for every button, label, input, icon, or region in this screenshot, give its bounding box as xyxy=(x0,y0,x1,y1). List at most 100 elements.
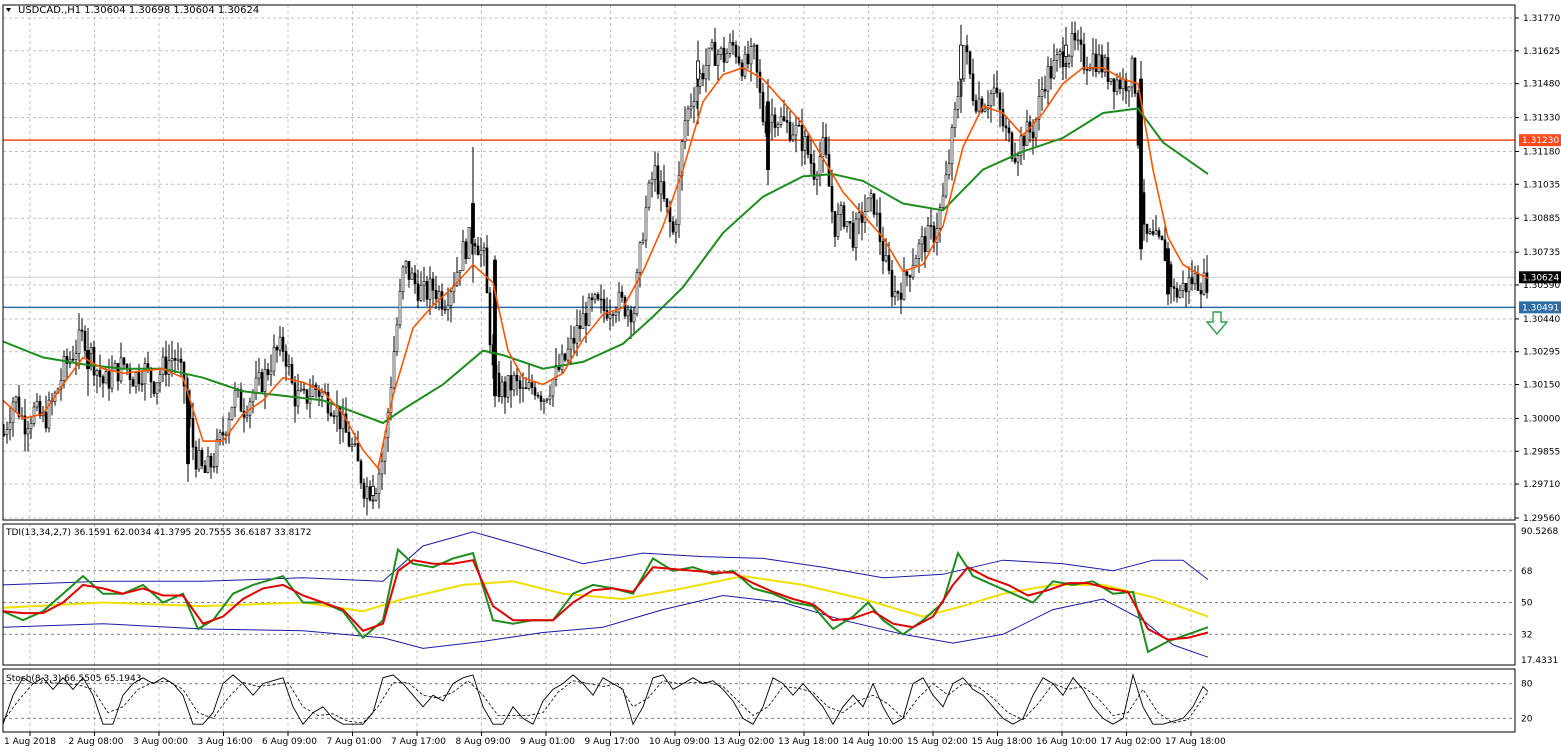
candle[interactable] xyxy=(1205,272,1209,293)
candle[interactable] xyxy=(437,291,441,300)
candle[interactable] xyxy=(854,218,858,248)
candle[interactable] xyxy=(77,329,81,354)
candle[interactable] xyxy=(215,438,219,467)
candle[interactable] xyxy=(80,329,84,332)
candle[interactable] xyxy=(941,195,945,208)
candle[interactable] xyxy=(299,388,303,392)
candle[interactable] xyxy=(815,175,819,180)
candle[interactable] xyxy=(245,414,249,418)
candle[interactable] xyxy=(779,116,783,125)
candle[interactable] xyxy=(479,249,483,256)
candle[interactable] xyxy=(689,105,693,110)
candle[interactable] xyxy=(518,380,522,390)
candle[interactable] xyxy=(71,358,75,361)
candle[interactable] xyxy=(170,358,174,362)
candle[interactable] xyxy=(551,378,555,397)
stoch-signal-line[interactable] xyxy=(2,680,1209,724)
candle[interactable] xyxy=(1058,51,1062,56)
candle[interactable] xyxy=(464,241,468,259)
candle[interactable] xyxy=(467,227,471,259)
candle[interactable] xyxy=(761,92,765,122)
candle[interactable] xyxy=(404,260,408,268)
candle[interactable] xyxy=(353,443,357,445)
candle[interactable] xyxy=(155,382,159,394)
candle[interactable] xyxy=(269,370,273,376)
candle[interactable] xyxy=(524,387,528,389)
candle[interactable] xyxy=(293,382,297,407)
candle[interactable] xyxy=(878,212,882,242)
candle[interactable] xyxy=(197,450,201,470)
candle[interactable] xyxy=(629,309,633,323)
candle[interactable] xyxy=(401,266,405,292)
candle[interactable] xyxy=(122,357,126,365)
candle[interactable] xyxy=(179,358,183,363)
candle[interactable] xyxy=(581,313,585,329)
candle[interactable] xyxy=(662,181,666,200)
candle[interactable] xyxy=(698,73,702,87)
stoch-main-line[interactable] xyxy=(2,673,1209,726)
candle[interactable] xyxy=(320,391,324,397)
candle[interactable] xyxy=(956,95,960,110)
candle[interactable] xyxy=(1073,33,1077,41)
candle[interactable] xyxy=(1121,79,1125,89)
candle[interactable] xyxy=(1031,131,1035,139)
candle[interactable] xyxy=(647,182,651,208)
candle[interactable] xyxy=(443,308,447,311)
candle[interactable] xyxy=(830,185,834,212)
candle[interactable] xyxy=(89,347,93,354)
candle[interactable] xyxy=(1112,78,1116,92)
candle[interactable] xyxy=(839,205,843,215)
candle[interactable] xyxy=(887,255,891,271)
candle[interactable] xyxy=(107,371,111,389)
candle[interactable] xyxy=(200,450,204,466)
candle[interactable] xyxy=(1157,230,1161,237)
candle[interactable] xyxy=(173,358,177,361)
candle[interactable] xyxy=(493,259,497,397)
candle[interactable] xyxy=(1151,231,1155,235)
candle[interactable] xyxy=(1037,96,1041,120)
candle[interactable] xyxy=(917,243,921,259)
candle[interactable] xyxy=(734,44,738,58)
candle[interactable] xyxy=(74,353,78,360)
candle[interactable] xyxy=(413,272,417,285)
candle[interactable] xyxy=(110,370,114,389)
candle[interactable] xyxy=(278,336,282,351)
candle[interactable] xyxy=(38,400,42,417)
candle[interactable] xyxy=(92,347,96,376)
candle[interactable] xyxy=(971,73,975,101)
candle[interactable] xyxy=(1187,277,1191,293)
ma-fast-line[interactable] xyxy=(2,66,1209,470)
candle[interactable] xyxy=(1115,79,1119,92)
candle[interactable] xyxy=(608,314,612,319)
candle[interactable] xyxy=(476,245,480,256)
candle[interactable] xyxy=(749,46,753,65)
candle[interactable] xyxy=(230,406,234,420)
candle[interactable] xyxy=(284,351,288,367)
candle[interactable] xyxy=(824,137,828,155)
candle[interactable] xyxy=(5,429,9,435)
candle[interactable] xyxy=(1145,223,1149,234)
tdi-lower-band[interactable] xyxy=(2,594,1209,658)
candle[interactable] xyxy=(167,360,171,375)
candle[interactable] xyxy=(281,336,285,352)
candle[interactable] xyxy=(194,446,198,470)
candle[interactable] xyxy=(965,45,969,53)
candle[interactable] xyxy=(186,390,190,465)
candle[interactable] xyxy=(410,272,414,280)
candle[interactable] xyxy=(290,364,294,384)
candle[interactable] xyxy=(362,482,366,499)
candle[interactable] xyxy=(14,396,18,403)
candle[interactable] xyxy=(614,311,618,316)
candle[interactable] xyxy=(545,398,549,401)
candle[interactable] xyxy=(62,356,66,381)
candle[interactable] xyxy=(140,383,144,386)
candle[interactable] xyxy=(575,325,579,344)
candle[interactable] xyxy=(530,382,534,388)
candle[interactable] xyxy=(209,455,213,468)
candle[interactable] xyxy=(893,291,897,298)
candle[interactable] xyxy=(902,271,906,300)
candle[interactable] xyxy=(752,44,756,47)
candle[interactable] xyxy=(1013,158,1017,163)
candle[interactable] xyxy=(743,53,747,77)
